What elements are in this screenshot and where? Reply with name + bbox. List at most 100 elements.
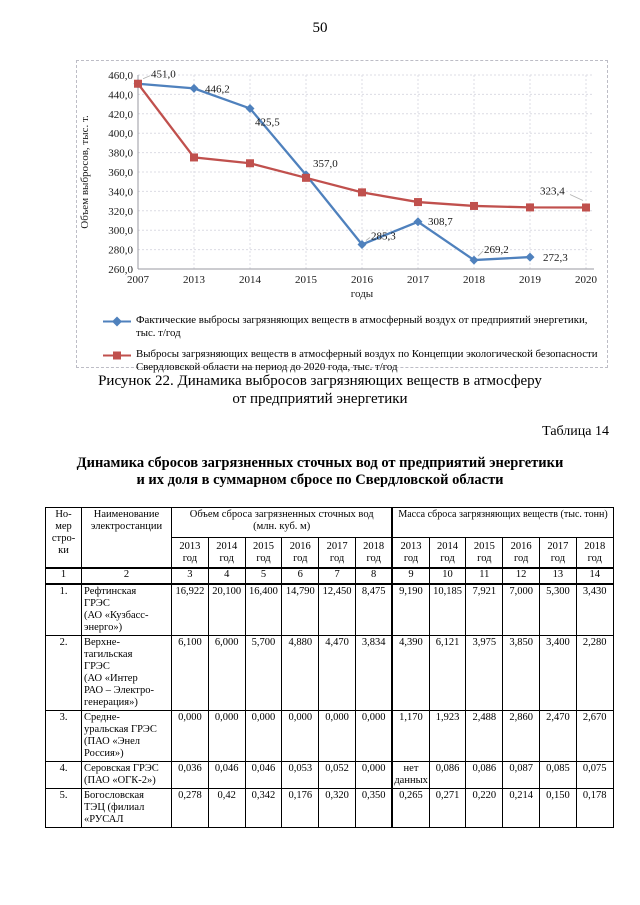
table-cell: 14,790 — [281, 583, 320, 636]
header-volume-group: Объем сброса загрязненных сточных вод (м… — [171, 507, 393, 538]
table-cell: 7,921 — [465, 583, 504, 636]
x-tick-label: 2015 — [295, 274, 318, 286]
year-header-cell: 2018 год — [575, 537, 614, 569]
table-cell: 3,430 — [575, 583, 614, 636]
data-point-marker — [582, 203, 590, 212]
y-tick-label: 280,0 — [108, 245, 133, 257]
table-cell: 3,975 — [465, 635, 504, 711]
table-cell: 0,075 — [575, 761, 614, 789]
data-label: 425,5 — [255, 116, 280, 128]
y-tick-label: 320,0 — [108, 206, 133, 218]
table-cell: 5,700 — [244, 635, 283, 711]
wastewater-table: Но- мер стро- ки Наименование электроста… — [45, 507, 614, 828]
table-cell: 4,470 — [318, 635, 356, 711]
series-line-0 — [137, 82, 531, 262]
table-cell: 0,046 — [244, 761, 283, 789]
table-cell: 0,085 — [539, 761, 577, 789]
year-header-cell: 2017 год — [318, 537, 356, 569]
data-point-marker — [525, 252, 535, 262]
emissions-figure: 260,0 280,0 300,0 320,0 340,0 360,0 380,0 400,0… — [76, 60, 608, 373]
table-cell: 0,178 — [575, 788, 614, 828]
table-cell: 12,450 — [318, 583, 356, 636]
column-number-cell: 8 — [354, 567, 393, 585]
data-label: 323,4 — [540, 186, 565, 198]
x-tick-label: 2020 — [575, 274, 598, 286]
x-tick-label: 2007 — [127, 274, 150, 286]
x-tick-label: 2014 — [239, 274, 262, 286]
data-label: 272,3 — [543, 252, 568, 264]
table-cell: 16,400 — [244, 583, 283, 636]
table-cell: 0,087 — [502, 761, 541, 789]
table-cell: 0,176 — [281, 788, 320, 828]
table-cell: 3,834 — [354, 635, 393, 711]
column-number-cell: 11 — [465, 567, 504, 585]
table-cell: 0,265 — [391, 788, 430, 828]
header-row-number: Но- мер стро- ки — [45, 507, 82, 569]
y-tick-label: 440,0 — [108, 89, 133, 101]
table-cell: 0,000 — [244, 710, 283, 762]
year-header-cell: 2016 год — [281, 537, 320, 569]
data-point-marker — [190, 153, 198, 162]
table-cell: 4,880 — [281, 635, 320, 711]
table-row: 3. Средне- уральская ГРЭС (ПАО «Энел Росс… — [45, 710, 614, 762]
year-header-cell: 2018 год — [354, 537, 393, 569]
table-cell: 3. — [45, 710, 82, 762]
table-cell: 0,000 — [318, 710, 356, 762]
data-label: 357,0 — [313, 158, 338, 170]
x-tick-label: 2013 — [183, 274, 206, 286]
data-label: 285,3 — [371, 230, 396, 242]
year-header-cell: 2017 год — [539, 537, 577, 569]
table-cell: Богословская ТЭЦ (филиал «РУСАЛ — [81, 788, 172, 828]
year-header-cell: 2013 год — [391, 537, 430, 569]
table-cell: 0,320 — [318, 788, 356, 828]
data-point-marker — [470, 201, 478, 210]
table-header-groups: Но- мер стро- ки Наименование электроста… — [45, 507, 614, 569]
column-number-cell: 12 — [502, 567, 541, 585]
table-cell: нет данных — [391, 761, 430, 789]
legend-label-concept: Выбросы загрязняющих веществ в атмосферн… — [136, 348, 598, 373]
y-tick-label: 260,0 — [108, 264, 133, 276]
table-cell: 0,42 — [207, 788, 246, 828]
table-cell: 0,052 — [318, 761, 356, 789]
table-cell: 0,000 — [354, 710, 393, 762]
year-header-cell: 2015 год — [244, 537, 283, 569]
table-cell: 0,086 — [428, 761, 467, 789]
data-label: 446,2 — [205, 83, 230, 95]
table-cell: 1. — [45, 583, 82, 636]
column-number-cell: 4 — [207, 567, 246, 585]
data-point-marker — [526, 203, 534, 212]
legend-line-square-icon — [103, 351, 131, 360]
table-cell: 0,000 — [207, 710, 246, 762]
year-header-cell: 2014 год — [207, 537, 246, 569]
figure-caption: Рисунок 22. Динамика выбросов загрязняющ… — [0, 372, 640, 408]
data-label: 308,7 — [428, 216, 453, 228]
table-cell: 6,121 — [428, 635, 467, 711]
data-point-marker — [134, 79, 142, 88]
year-header-cell: 2015 год — [465, 537, 504, 569]
figure-caption-line1: Рисунок 22. Динамика выбросов загрязняющ… — [98, 373, 542, 389]
table-cell: 7,000 — [502, 583, 541, 636]
table-cell: 6,100 — [171, 635, 209, 711]
table-cell: 0,350 — [354, 788, 393, 828]
chart-canvas: 260,0 280,0 300,0 320,0 340,0 360,0 380,0 400,0… — [79, 69, 598, 300]
column-number-cell: 14 — [575, 567, 614, 585]
header-station: Наименование электростанции — [81, 507, 172, 569]
column-number-cell: 7 — [318, 567, 356, 585]
y-tick-label: 380,0 — [108, 148, 133, 160]
table-row: 4. Серовская ГРЭС (ПАО «ОГК-2») 0,036 0,046… — [45, 761, 614, 789]
table-cell: 5,300 — [539, 583, 577, 636]
table-cell: 0,214 — [502, 788, 541, 828]
table-cell: 6,000 — [207, 635, 246, 711]
y-tick-label: 300,0 — [108, 225, 133, 237]
figure-caption-line2: от предприятий энергетики — [232, 391, 408, 407]
table-cell: 3,400 — [539, 635, 577, 711]
chart-legend: Фактические выбросы загрязняющих веществ… — [77, 312, 607, 374]
table-cell: 0,278 — [171, 788, 209, 828]
table-cell: 2,488 — [465, 710, 504, 762]
data-point-marker — [357, 239, 367, 249]
table-title: Динамика сбросов загрязненных сточных во… — [0, 455, 640, 489]
table-cell: Верхне- тагильская ГРЭС (АО «Интер РАО –… — [81, 635, 172, 711]
data-label: 451,0 — [151, 69, 176, 81]
legend-item-actual: Фактические выбросы загрязняющих веществ… — [103, 314, 599, 340]
table-cell: 2. — [45, 635, 82, 711]
